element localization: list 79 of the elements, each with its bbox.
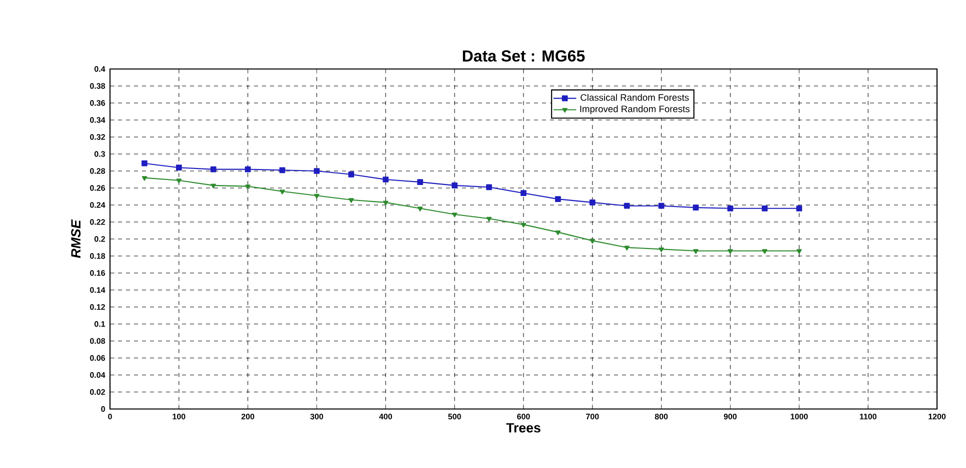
x-axis-title: Trees	[506, 423, 540, 433]
point	[624, 202, 630, 209]
x-tick-label: 800	[654, 414, 668, 420]
y-tick-label: 0.1	[94, 321, 106, 327]
point	[418, 206, 423, 212]
y-tick-label: 0.36	[90, 100, 106, 106]
x-tick-label: 300	[310, 414, 324, 420]
point	[210, 184, 216, 188]
y-tick-label: 0.08	[90, 338, 106, 344]
y-tick-label: 0.38	[90, 83, 106, 89]
y-tick-label: 0.22	[90, 219, 105, 225]
point	[245, 184, 250, 190]
point	[279, 167, 286, 174]
point	[762, 249, 768, 254]
point	[555, 196, 561, 202]
x-tick-label: 1000	[790, 414, 808, 420]
point	[382, 176, 389, 182]
y-tick-label: 0	[101, 406, 105, 412]
point	[555, 230, 561, 236]
point	[142, 160, 148, 166]
y-tick-label: 0.14	[90, 287, 106, 293]
y-tick-label: 0.32	[90, 134, 105, 140]
point	[762, 205, 768, 212]
point	[348, 198, 354, 203]
x-tick-label: 100	[172, 414, 186, 420]
legend-label: Classical Random Forests	[580, 94, 689, 101]
point	[589, 200, 596, 206]
y-tick-label: 0.16	[90, 270, 106, 276]
point	[314, 168, 320, 174]
y-tick-label: 0.26	[90, 185, 106, 191]
point	[348, 171, 354, 178]
point	[280, 190, 285, 194]
y-tick-label: 0.12	[90, 304, 105, 310]
point	[210, 166, 216, 172]
x-tick-label: 1100	[860, 414, 876, 420]
x-tick-label: 1200	[928, 414, 946, 420]
point	[142, 176, 148, 181]
point	[520, 190, 526, 196]
y-tick-label: 0.04	[90, 372, 106, 378]
y-tick-label: 0.2	[94, 236, 105, 242]
y-tick-label: 0.3	[94, 151, 106, 157]
point	[658, 202, 664, 209]
point	[452, 182, 458, 188]
point	[176, 178, 182, 184]
x-tick-label: 500	[448, 414, 461, 420]
y-tick-label: 0.18	[90, 253, 106, 259]
point	[452, 212, 458, 218]
y-axis-title: RMSE	[71, 219, 81, 258]
y-tick-label: 0.02	[90, 389, 105, 395]
point	[692, 204, 699, 210]
x-tick-label: 400	[379, 414, 392, 420]
point	[244, 166, 251, 172]
y-tick-label: 0.24	[90, 202, 106, 208]
y-tick-label: 0.06	[90, 355, 106, 361]
point	[486, 184, 492, 190]
point	[796, 205, 802, 212]
point	[796, 249, 802, 254]
x-tick-label: 200	[241, 414, 254, 420]
x-tick-label: 700	[586, 414, 599, 420]
y-tick-label: 0.34	[90, 117, 106, 123]
point	[383, 200, 388, 206]
point	[176, 164, 182, 171]
x-tick-label: 900	[724, 414, 737, 420]
point	[727, 205, 734, 212]
point	[417, 179, 424, 185]
y-tick-label: 0.4	[94, 66, 106, 72]
point	[520, 222, 526, 228]
x-tick-label: 600	[517, 414, 530, 420]
point	[693, 249, 698, 254]
legend-label: Improved Random Forests	[580, 105, 690, 114]
point	[728, 249, 733, 254]
point	[486, 216, 492, 222]
x-tick-label: 0	[108, 414, 112, 420]
y-tick-label: 0.28	[90, 168, 106, 174]
point	[624, 246, 630, 250]
point	[658, 247, 664, 252]
chart-title: Data Set : MG65	[462, 50, 585, 62]
point	[314, 194, 320, 199]
point	[590, 238, 596, 244]
